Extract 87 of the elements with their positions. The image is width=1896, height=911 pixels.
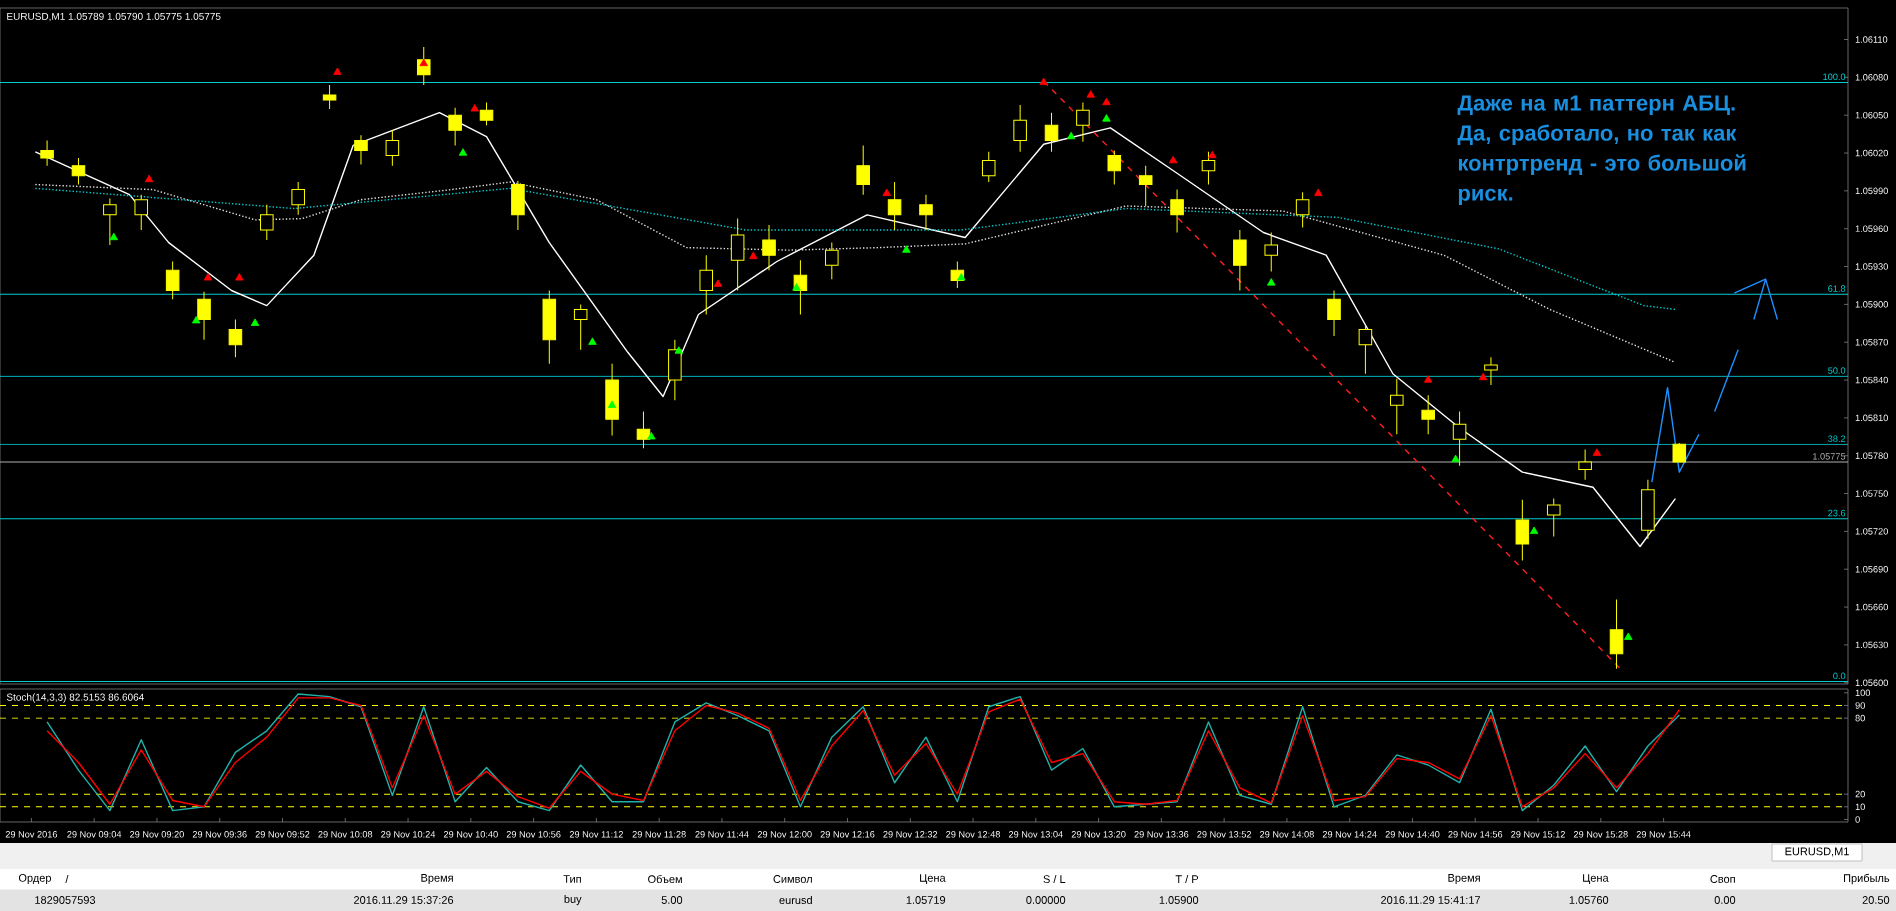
y-tick-label: 1.06020 [1855,149,1888,157]
text: buy [564,894,582,906]
text: Цена [1583,874,1609,884]
y-tick-label: 1.06050 [1855,111,1888,119]
y-tick-label: 80 [1855,714,1865,722]
x-tick-label: 29 Nov 13:36 [1134,831,1189,838]
y-tick-label: 1.05810 [1855,414,1888,422]
text: 1829057593 [35,896,96,904]
x-tick-label: 29 Nov 11:28 [632,831,686,838]
y-tick-label: 1.05870 [1855,338,1888,346]
x-tick-label: 29 Nov 12:32 [883,831,938,838]
y-tick-label: 1.05990 [1855,187,1888,195]
annotation: 23.6 [1828,509,1846,517]
x-tick-label: 29 Nov 13:20 [1071,831,1126,838]
x-tick-label: 29 Nov 12:48 [946,831,1000,838]
x-tick-label: 29 Nov 15:12 [1511,831,1565,838]
x-tick-label: 29 Nov 10:56 [506,831,561,838]
y-tick-label: 1.05630 [1855,641,1888,649]
text: Время [421,874,453,884]
text: Цена [920,874,946,884]
x-tick-label: 29 Nov 09:52 [255,831,310,838]
text: EURUSD,M1 [1785,847,1849,857]
annotation: 1.05775 [1813,453,1846,460]
y-tick-label: 1.06080 [1855,74,1888,81]
text: Своп [1710,875,1735,883]
x-tick-label: 29 Nov 10:24 [381,831,436,838]
x-tick-label: 29 Nov 09:36 [192,831,247,838]
y-tick-label: 20 [1855,790,1865,798]
x-tick-label: 29 Nov 11:44 [695,831,749,838]
x-tick-label: 29 Nov 14:08 [1260,831,1314,838]
annotation: Даже на м1 паттерн АБЦ. Да, сработало, но так как контртренд - это большой риск. [1457,95,1746,206]
y-tick-label: 1.06110 [1855,36,1888,43]
y-tick-label: 1.05840 [1855,376,1888,384]
y-tick-label: 1.05930 [1855,263,1888,270]
text: 5.00 [661,896,683,904]
text: 1.05760 [1569,896,1609,904]
y-tick-label: 10 [1855,803,1865,811]
x-tick-label: 29 Nov 10:08 [318,831,373,838]
annotation: 61.8 [1828,285,1846,292]
x-tick-label: 29 Nov 14:40 [1385,831,1440,838]
y-tick-label: 1.05720 [1855,528,1888,535]
text: S / L [1043,874,1066,884]
x-tick-label: 29 Nov 09:04 [67,831,122,838]
y-tick-label: 1.05960 [1855,225,1888,232]
chart-title: Stoch(14,3,3) 82.5153 86.6064 [6,693,144,703]
text: 0.00000 [1026,896,1066,904]
y-tick-label: 90 [1855,702,1865,709]
x-tick-label: 29 Nov 12:00 [757,831,812,838]
y-tick-label: 1.05780 [1855,452,1888,459]
text: 1.05900 [1159,896,1199,904]
text: T / P [1175,874,1199,884]
text: 0.00 [1714,896,1736,904]
x-tick-label: 29 Nov 14:56 [1448,831,1503,838]
text: 2016.11.29 15:41:17 [1381,896,1481,904]
x-tick-label: 29 Nov 12:16 [820,831,875,838]
x-tick-label: 29 Nov 09:20 [130,831,184,838]
x-tick-label: 29 Nov 13:52 [1197,831,1252,838]
x-tick-label: 29 Nov 2016 [5,831,58,838]
y-tick-label: 1.05600 [1855,679,1888,686]
text: 20.50 [1862,896,1890,904]
text: Прибыль [1844,873,1890,885]
annotation: 50.0 [1828,367,1846,374]
x-tick-label: 29 Nov 14:24 [1322,831,1377,838]
text: Объем [648,874,682,884]
x-tick-label: 29 Nov 10:40 [443,831,498,838]
annotation: 100.0 [1823,73,1846,81]
text: Тип [563,875,581,883]
annotation: 38.2 [1828,435,1846,442]
chart-title: EURUSD,M1 1.05789 1.05790 1.05775 1.05775 [7,12,221,22]
text: Символ [773,875,812,883]
text: 1.05719 [906,896,946,904]
text: eurusd [779,895,812,905]
annotation: 0.0 [1833,672,1846,680]
x-tick-label: 29 Nov 15:44 [1636,831,1691,838]
y-tick-label: 0 [1855,816,1860,823]
y-tick-label: 1.05750 [1855,490,1888,497]
y-tick-label: 1.05660 [1855,603,1888,611]
text: / [65,874,69,884]
x-tick-label: 29 Nov 13:04 [1008,831,1063,838]
text: 2016.11.29 15:37:26 [354,896,454,904]
x-tick-label: 29 Nov 11:12 [569,831,623,838]
text: Время [1448,874,1480,884]
x-tick-label: 29 Nov 15:28 [1573,831,1628,838]
y-tick-label: 100 [1855,689,1871,697]
y-tick-label: 1.05690 [1855,565,1888,573]
y-tick-label: 1.05900 [1855,301,1888,308]
text: Ордер [18,874,52,884]
